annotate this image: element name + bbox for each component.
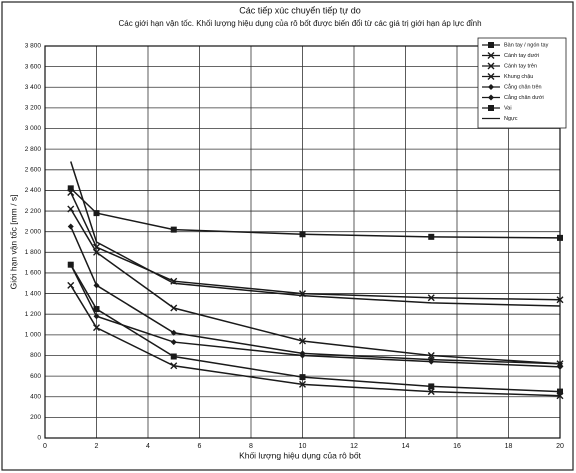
series-line xyxy=(70,264,561,393)
x-tick-label: 14 xyxy=(402,443,410,450)
series-line xyxy=(70,161,561,307)
x-tick-label: 2 xyxy=(95,443,99,450)
marker xyxy=(427,351,435,359)
legend-label: Cẳng chân trên xyxy=(504,83,542,90)
y-tick-label: 800 xyxy=(30,352,41,359)
legend-label: Ngực xyxy=(504,116,518,122)
marker xyxy=(487,62,495,70)
y-axis-label: Giới hạn vận tốc [mm / s] xyxy=(8,195,18,290)
y-tick-label: 2 400 xyxy=(25,187,42,194)
y-tick-label: 200 xyxy=(30,414,41,421)
marker xyxy=(556,296,564,304)
legend-label: Vai xyxy=(504,105,512,111)
y-tick-label: 0 xyxy=(37,435,41,442)
marker xyxy=(299,352,306,359)
marker xyxy=(428,358,435,365)
marker xyxy=(488,84,494,90)
y-tick-label: 600 xyxy=(30,373,41,380)
legend-label: Cánh tay trên xyxy=(504,63,537,69)
marker xyxy=(557,388,563,395)
marker xyxy=(299,374,306,381)
marker xyxy=(93,324,100,332)
series-line xyxy=(70,192,561,301)
marker xyxy=(557,363,563,370)
marker xyxy=(170,339,177,346)
marker xyxy=(93,282,100,289)
series-line xyxy=(70,264,561,368)
chart-subtitle: Các giới hạn vận tốc. Khối lượng hiệu dụ… xyxy=(118,19,481,28)
series-line xyxy=(70,208,561,365)
y-tick-label: 2 800 xyxy=(25,146,42,153)
y-tick-label: 3 400 xyxy=(25,84,42,91)
y-tick-label: 2 000 xyxy=(25,228,42,235)
marker xyxy=(299,380,306,388)
marker xyxy=(427,294,435,302)
marker xyxy=(488,94,494,101)
marker xyxy=(170,226,177,233)
marker xyxy=(67,261,74,268)
y-tick-label: 3 600 xyxy=(25,63,42,70)
legend-label: Bàn tay / ngón tay xyxy=(504,42,549,48)
x-tick-label: 20 xyxy=(556,443,564,450)
series-line xyxy=(70,284,561,397)
marker xyxy=(299,337,306,345)
marker xyxy=(488,105,494,111)
x-tick-label: 10 xyxy=(299,443,307,450)
y-tick-label: 2 200 xyxy=(25,208,42,215)
marker xyxy=(93,248,100,256)
marker xyxy=(67,188,75,196)
marker xyxy=(428,233,435,240)
marker xyxy=(93,210,100,217)
marker xyxy=(93,313,100,320)
marker xyxy=(93,306,100,313)
legend-box xyxy=(477,37,567,129)
series-line xyxy=(70,226,561,365)
marker xyxy=(170,329,177,336)
marker xyxy=(428,383,435,390)
y-tick-label: 1 600 xyxy=(25,270,42,277)
x-tick-label: 6 xyxy=(198,443,202,450)
marker xyxy=(67,281,75,289)
y-tick-label: 2 600 xyxy=(25,167,42,174)
y-tick-label: 1 200 xyxy=(25,311,42,318)
marker xyxy=(427,388,435,396)
x-tick-label: 16 xyxy=(453,443,461,450)
x-tick-label: 18 xyxy=(505,443,513,450)
marker xyxy=(67,185,74,192)
x-tick-label: 4 xyxy=(146,443,150,450)
marker xyxy=(557,234,563,241)
marker xyxy=(299,231,306,238)
marker xyxy=(487,73,495,80)
y-tick-label: 1 000 xyxy=(25,332,42,339)
series-line xyxy=(70,187,561,239)
y-tick-label: 3 000 xyxy=(25,125,42,132)
legend-label: Cẳng chân dưới xyxy=(504,94,544,101)
marker xyxy=(67,205,75,213)
y-tick-label: 3 200 xyxy=(25,105,42,112)
x-tick-label: 8 xyxy=(249,443,253,450)
marker xyxy=(170,304,178,312)
marker xyxy=(170,362,178,370)
marker xyxy=(487,52,495,59)
y-tick-label: 1 400 xyxy=(25,290,42,297)
plot-frame xyxy=(44,45,561,439)
marker xyxy=(557,360,563,367)
marker xyxy=(488,42,494,48)
chart-title: Các tiếp xúc chuyển tiếp tự do xyxy=(239,5,361,15)
y-tick-label: 3 800 xyxy=(25,43,42,50)
y-tick-label: 1 800 xyxy=(25,249,42,256)
x-tick-label: 0 xyxy=(43,443,47,450)
x-axis-label: Khối lượng hiệu dụng của rô bốt xyxy=(239,450,361,460)
legend-label: Cánh tay dưới xyxy=(504,53,539,59)
y-tick-label: 400 xyxy=(30,393,41,400)
marker xyxy=(170,353,177,360)
marker xyxy=(67,223,74,230)
x-tick-label: 12 xyxy=(350,443,358,450)
legend-label: Khung chậu xyxy=(504,74,533,80)
